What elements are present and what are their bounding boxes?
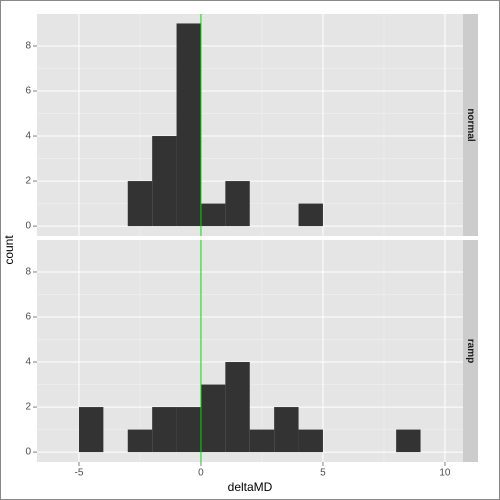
- bar: [152, 407, 177, 453]
- x-tick-label: 10: [439, 468, 451, 479]
- y-tick-label: 4: [25, 357, 31, 368]
- bar: [298, 429, 323, 453]
- strip: [463, 240, 478, 462]
- bar: [200, 384, 226, 453]
- strip-label: ramp: [465, 339, 476, 363]
- y-tick-label: 8: [25, 267, 31, 278]
- bar: [225, 362, 250, 453]
- x-tick-label: -5: [75, 468, 84, 479]
- y-tick-label: 6: [25, 86, 31, 97]
- y-tick-label: 2: [25, 402, 31, 413]
- y-tick-label: 6: [25, 312, 31, 323]
- bar: [78, 407, 104, 453]
- strip-label: normal: [465, 108, 476, 142]
- panel-background: [37, 14, 463, 236]
- x-tick-label: 5: [320, 468, 326, 479]
- bar: [176, 407, 201, 453]
- bar: [127, 429, 153, 453]
- bar: [200, 203, 226, 227]
- y-tick-label: 2: [25, 176, 31, 187]
- panel-background: [37, 240, 463, 462]
- bar: [176, 23, 201, 227]
- y-tick-label: 4: [25, 131, 31, 142]
- x-axis-label: deltaMD: [228, 480, 273, 494]
- x-tick-label: 0: [198, 468, 204, 479]
- bar: [249, 429, 275, 453]
- bar: [298, 203, 323, 227]
- y-tick-label: 0: [25, 447, 31, 458]
- bar: [396, 429, 421, 453]
- strip: [463, 14, 478, 236]
- bar: [152, 136, 177, 227]
- bar: [225, 181, 250, 227]
- bar: [274, 407, 299, 453]
- y-tick-label: 0: [25, 221, 31, 232]
- y-tick-label: 8: [25, 41, 31, 52]
- y-axis-label: count: [2, 235, 16, 265]
- bar: [127, 181, 153, 227]
